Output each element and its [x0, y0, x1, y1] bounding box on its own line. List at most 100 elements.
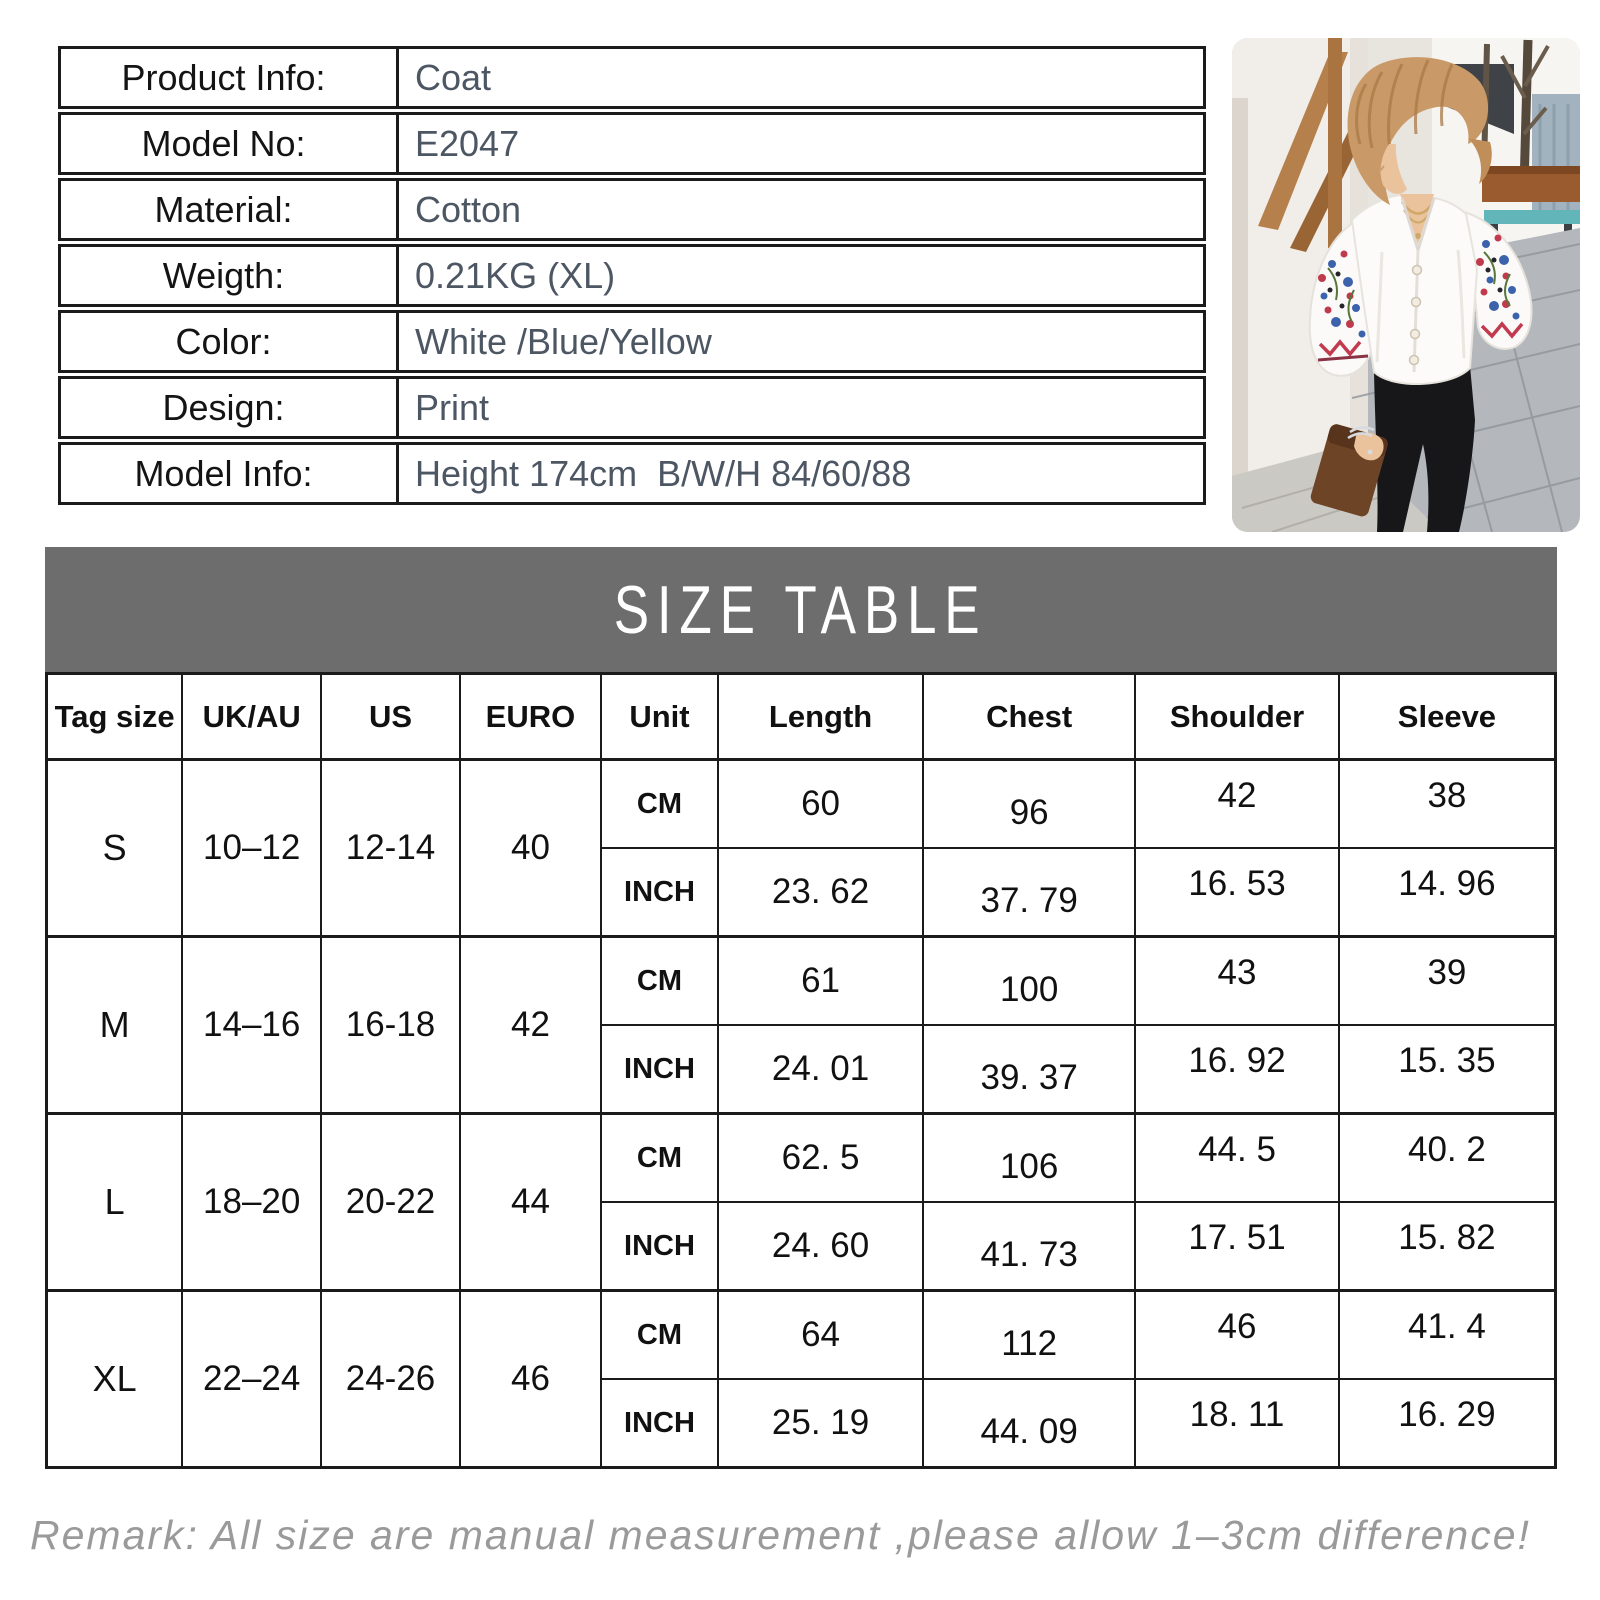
size-row-m-cm: M 14–16 16-18 42 CM 61 100 43 39 [45, 935, 1557, 1115]
size-row-s-inch: INCH 23. 62 37. 79 16. 53 14. 96 [47, 847, 1557, 938]
cell-shoulder: 42 [1134, 758, 1340, 849]
col-header-chest: Chest [922, 672, 1137, 761]
cell-shoulder: 17. 51 [1134, 1201, 1340, 1292]
size-row-m-inch: INCH 24. 01 39. 37 16. 92 15. 35 [47, 1024, 1557, 1115]
cell-sleeve: 14. 96 [1337, 847, 1557, 938]
cell-uk-au: 18–20 [181, 1112, 323, 1292]
col-header-shoulder: Shoulder [1134, 672, 1340, 761]
cell-chest: 44. 09 [922, 1378, 1137, 1469]
cell-unit: CM [600, 1289, 719, 1380]
info-value: 0.21KG (XL) [415, 254, 616, 296]
info-label: Model No: [61, 115, 399, 172]
size-row-l-cm: L 18–20 20-22 44 CM 62. 5 106 44. 5 40. … [45, 1112, 1557, 1292]
cell-unit: INCH [600, 1378, 719, 1469]
model-street-illustration [1232, 38, 1580, 532]
info-value: Coat [415, 56, 492, 98]
info-value: E2047 [415, 122, 520, 164]
cell-unit: INCH [600, 1024, 719, 1115]
info-row-weight: Weigth: 0.21KG (XL) [58, 244, 1206, 307]
cell-us: 12-14 [320, 758, 461, 938]
hand [1354, 432, 1384, 461]
bracelets [1347, 426, 1375, 440]
cell-euro: 44 [458, 1112, 603, 1292]
cell-chest: 106 [922, 1112, 1137, 1203]
size-table-banner: SIZE TABLE [45, 547, 1557, 672]
info-label: Product Info: [61, 49, 399, 106]
cell-shoulder: 46 [1134, 1289, 1340, 1380]
cell-euro: 40 [458, 758, 603, 938]
cell-chest: 100 [922, 935, 1137, 1026]
cell-uk-au: 10–12 [181, 758, 323, 938]
cell-euro: 42 [458, 935, 603, 1115]
cell-chest: 37. 79 [922, 847, 1137, 938]
info-row-model-info: Model Info: Height 174cm B/W/H 84/60/88 [58, 442, 1206, 505]
size-row-l-inch: INCH 24. 60 41. 73 17. 51 15. 82 [47, 1201, 1557, 1292]
col-header-tag-size: Tag size [45, 672, 184, 761]
cell-tag: M [45, 935, 184, 1115]
info-label: Weigth: [61, 247, 399, 304]
product-info-table: Product Info: Coat Model No: E2047 Mater… [58, 46, 1206, 508]
cell-chest: 41. 73 [922, 1201, 1137, 1292]
cell-uk-au: 22–24 [181, 1289, 323, 1469]
floral-embroidery-left [1317, 250, 1369, 362]
info-label: Design: [61, 379, 399, 436]
info-label: Material: [61, 181, 399, 238]
blouse-buttons [1408, 264, 1423, 366]
cell-sleeve: 15. 35 [1337, 1024, 1557, 1115]
cell-unit: CM [600, 1112, 719, 1203]
face [1380, 144, 1407, 194]
cell-tag: XL [45, 1289, 184, 1469]
cell-uk-au: 14–16 [181, 935, 323, 1115]
size-row-xl-inch: INCH 25. 19 44. 09 18. 11 16. 29 [47, 1378, 1557, 1469]
cell-sleeve: 39 [1337, 935, 1557, 1026]
cell-length: 61 [716, 935, 925, 1026]
info-row-material: Material: Cotton [58, 178, 1206, 241]
cell-length: 23. 62 [716, 847, 925, 938]
info-label: Model Info: [61, 445, 399, 502]
size-row-xl-cm: XL 22–24 24-26 46 CM 64 112 46 41. 4 [45, 1289, 1557, 1469]
size-table-title: SIZE TABLE [614, 571, 988, 648]
cell-shoulder: 16. 92 [1134, 1024, 1340, 1115]
cell-us: 16-18 [320, 935, 461, 1115]
cell-unit: CM [600, 758, 719, 849]
cell-chest: 39. 37 [922, 1024, 1137, 1115]
cell-unit: INCH [600, 1201, 719, 1292]
cell-length: 24. 01 [716, 1024, 925, 1115]
cell-length: 24. 60 [716, 1201, 925, 1292]
info-value: Cotton [415, 188, 522, 230]
cell-sleeve: 38 [1337, 758, 1557, 849]
col-header-us: US [320, 672, 461, 761]
cell-sleeve: 41. 4 [1337, 1289, 1557, 1380]
floral-embroidery-right [1476, 234, 1524, 339]
cell-shoulder: 44. 5 [1134, 1112, 1340, 1203]
cell-sleeve: 40. 2 [1337, 1112, 1557, 1203]
remark-text: Remark: All size are manual measurement … [30, 1512, 1531, 1558]
info-row-color: Color: White /Blue/Yellow [58, 310, 1206, 373]
cell-length: 64 [716, 1289, 925, 1380]
cell-length: 60 [716, 758, 925, 849]
model-figure [1308, 57, 1533, 532]
cell-chest: 112 [922, 1289, 1137, 1380]
cell-sleeve: 16. 29 [1337, 1378, 1557, 1469]
cell-unit: INCH [600, 847, 719, 938]
cell-shoulder: 18. 11 [1134, 1378, 1340, 1469]
info-row-design: Design: Print [58, 376, 1206, 439]
col-header-uk-au: UK/AU [181, 672, 323, 761]
info-label: Color: [61, 313, 399, 370]
size-row-s-cm: S 10–12 12-14 40 CM 60 96 42 38 [45, 758, 1557, 938]
cell-length: 62. 5 [716, 1112, 925, 1203]
info-value: White /Blue/Yellow [415, 320, 712, 362]
black-pants [1374, 366, 1475, 532]
col-header-length: Length [716, 672, 925, 761]
product-photo [1232, 38, 1580, 532]
info-value: Height 174cm B/W/H 84/60/88 [415, 452, 912, 494]
cell-sleeve: 15. 82 [1337, 1201, 1557, 1292]
cell-tag: L [45, 1112, 184, 1292]
info-row-model-no: Model No: E2047 [58, 112, 1206, 175]
cell-us: 20-22 [320, 1112, 461, 1292]
cell-tag: S [45, 758, 184, 938]
cell-us: 24-26 [320, 1289, 461, 1469]
cell-unit: CM [600, 935, 719, 1026]
col-header-unit: Unit [600, 672, 719, 761]
col-header-sleeve: Sleeve [1337, 672, 1557, 761]
